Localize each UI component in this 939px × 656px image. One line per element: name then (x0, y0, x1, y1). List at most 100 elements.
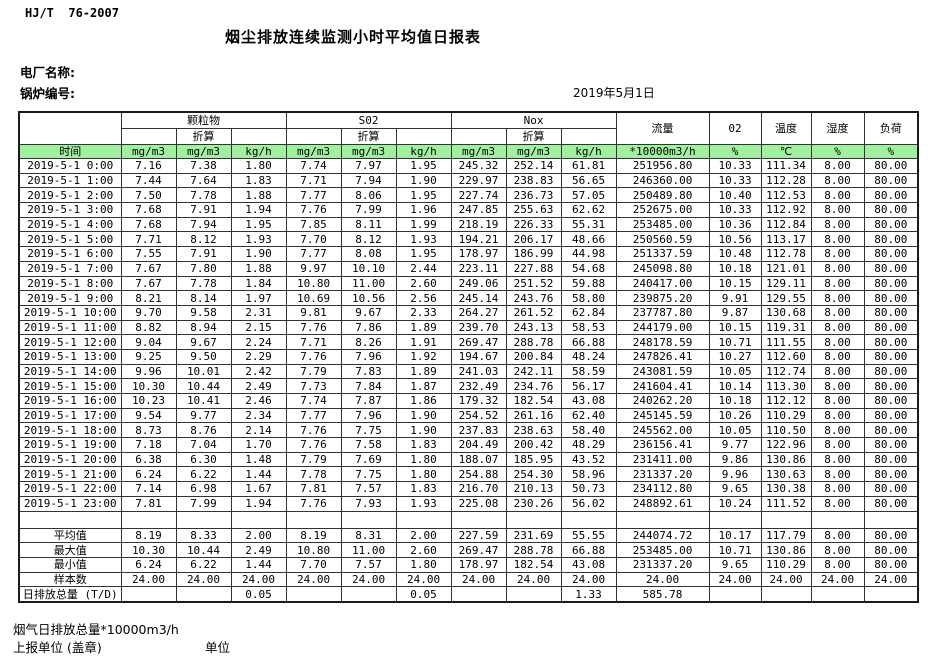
value-cell: 8.82 (120, 319, 177, 336)
value-cell: 8.00 (810, 304, 865, 321)
value-cell: 6.38 (120, 451, 177, 468)
value-cell: 238.83 (505, 172, 562, 189)
value-cell: 10.80 (285, 275, 342, 292)
summary-value-cell: 231337.20 (615, 556, 710, 573)
value-cell: 261.16 (505, 407, 562, 424)
blank-cell (120, 510, 177, 529)
summary-value-cell: 24.00 (340, 571, 397, 588)
value-cell: 232.49 (450, 378, 507, 394)
unit-header: mg/m3 (340, 144, 397, 159)
value-cell: 1.90 (395, 422, 452, 439)
summary-value-cell: 43.08 (560, 556, 617, 573)
value-cell: 178.97 (450, 246, 507, 262)
summary-value-cell: 24.00 (708, 571, 762, 588)
value-cell: 8.12 (175, 231, 232, 248)
summary-value-cell: 80.00 (863, 527, 919, 544)
value-cell: 7.99 (340, 202, 397, 218)
daily-total-value-cell: 0.05 (230, 586, 287, 603)
table-row: 2019-5-1 8:00 7.67 7.78 1.84 10.80 11.00 2.60 2… (18, 275, 919, 292)
value-cell: 7.81 (285, 481, 342, 497)
value-cell: 50.73 (560, 481, 617, 497)
value-cell: 7.77 (285, 407, 342, 424)
value-cell: 245145.59 (615, 407, 710, 424)
unit-header: % (810, 144, 865, 159)
value-cell: 179.32 (450, 393, 507, 409)
blank-cell (810, 510, 865, 529)
value-cell: 7.70 (285, 231, 342, 248)
plant-name-label: 电厂名称: (20, 65, 75, 80)
table-body: 2019-5-1 0:00 7.16 7.38 1.80 7.74 7.97 1.95 245… (18, 158, 919, 603)
value-cell: 80.00 (863, 363, 919, 380)
value-cell: 7.71 (120, 231, 177, 248)
value-cell: 7.97 (340, 158, 397, 174)
value-cell: 112.53 (760, 187, 812, 204)
time-cell: 2019-5-1 13:00 (18, 348, 122, 365)
value-cell: 9.70 (120, 304, 177, 321)
value-cell: 129.55 (760, 290, 812, 306)
value-cell: 210.13 (505, 481, 562, 497)
daily-total-value-cell (175, 586, 232, 603)
value-cell: 1.91 (395, 334, 452, 350)
summary-value-cell: 2.60 (395, 542, 452, 558)
value-cell: 6.98 (175, 481, 232, 497)
daily-total-value-cell (810, 586, 865, 603)
value-cell: 7.16 (120, 158, 177, 174)
value-cell: 7.75 (340, 466, 397, 483)
value-cell: 10.30 (120, 378, 177, 394)
value-cell: 242.11 (505, 363, 562, 380)
blank-cell (760, 510, 812, 529)
value-cell: 10.14 (708, 378, 762, 394)
value-cell: 8.00 (810, 231, 865, 248)
value-cell: 10.15 (708, 319, 762, 336)
value-cell: 248892.61 (615, 495, 710, 512)
time-cell: 2019-5-1 15:00 (18, 378, 122, 394)
value-cell: 10.41 (175, 393, 232, 409)
summary-value-cell: 2.49 (230, 542, 287, 558)
value-cell: 7.18 (120, 437, 177, 453)
unit-header: mg/m3 (505, 144, 562, 159)
summary-value-cell: 8.00 (810, 556, 865, 573)
value-cell: 11.00 (340, 275, 397, 292)
value-cell: 61.81 (560, 158, 617, 174)
value-cell: 43.08 (560, 393, 617, 409)
value-cell: 7.94 (175, 216, 232, 233)
blank-cell (560, 510, 617, 529)
summary-value-cell: 10.30 (120, 542, 177, 558)
value-cell: 237.83 (450, 422, 507, 439)
value-cell: 110.29 (760, 407, 812, 424)
value-cell: 2.60 (395, 275, 452, 292)
summary-value-cell: 1.44 (230, 556, 287, 573)
value-cell: 7.76 (285, 202, 342, 218)
unit-header: *10000m3/h (615, 144, 710, 159)
summary-value-cell: 231.69 (505, 527, 562, 544)
time-cell: 2019-5-1 8:00 (18, 275, 122, 292)
value-cell: 80.00 (863, 216, 919, 233)
humidity-header: 湿度 (810, 111, 865, 145)
value-cell: 7.79 (285, 451, 342, 468)
value-cell: 8.94 (175, 319, 232, 336)
value-cell: 7.67 (120, 275, 177, 292)
value-cell: 254.30 (505, 466, 562, 483)
value-cell: 243.13 (505, 319, 562, 336)
value-cell: 2.29 (230, 348, 287, 365)
value-cell: 1.80 (395, 451, 452, 468)
value-cell: 10.10 (340, 260, 397, 277)
summary-value-cell: 182.54 (505, 556, 562, 573)
value-cell: 8.00 (810, 334, 865, 350)
summary-row: 最大值 10.30 10.44 2.49 10.80 11.00 2.60 269.47 288… (18, 542, 919, 558)
value-cell: 10.18 (708, 260, 762, 277)
value-cell: 246360.00 (615, 172, 710, 189)
value-cell: 10.15 (708, 275, 762, 292)
value-cell: 2.33 (395, 304, 452, 321)
blank-cell (230, 128, 287, 145)
value-cell: 80.00 (863, 187, 919, 204)
summary-value-cell: 288.78 (505, 542, 562, 558)
time-cell: 2019-5-1 12:00 (18, 334, 122, 350)
value-cell: 10.44 (175, 378, 232, 394)
value-cell: 7.96 (340, 348, 397, 365)
value-cell: 111.34 (760, 158, 812, 174)
value-cell: 10.18 (708, 393, 762, 409)
value-cell: 218.19 (450, 216, 507, 233)
table-row: 2019-5-1 23:00 7.81 7.99 1.94 7.76 7.93 1.93 22… (18, 495, 919, 512)
standard-code: HJ/T 76-2007 (25, 6, 119, 20)
